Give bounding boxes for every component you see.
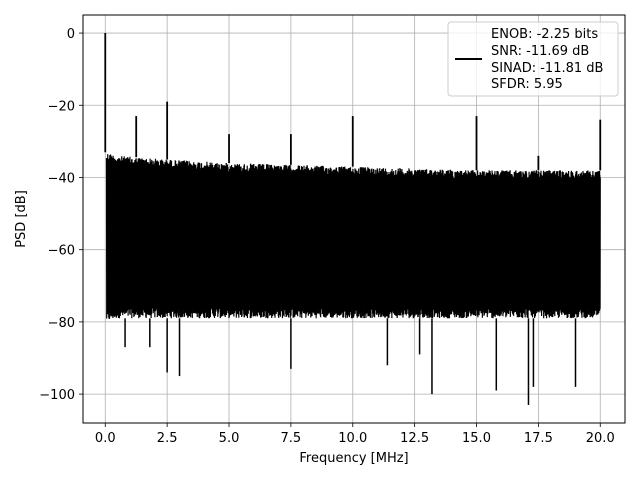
x-tick-label: 15.0 xyxy=(462,431,491,446)
x-tick-label: 0.0 xyxy=(95,431,116,446)
x-tick-label: 20.0 xyxy=(586,431,615,446)
y-tick-label: −60 xyxy=(48,244,75,259)
legend: ENOB: -2.25 bits SNR: -11.69 dB SINAD: -… xyxy=(447,21,619,97)
y-tick-label: −40 xyxy=(48,171,75,186)
x-axis-ticks: 0.0 2.5 5.0 7.5 10.0 12.5 15.0 17.5 20.0 xyxy=(95,423,615,446)
legend-snr: SNR: -11.69 dB xyxy=(491,44,589,59)
legend-sinad: SINAD: -11.81 dB xyxy=(491,61,603,76)
x-tick-label: 17.5 xyxy=(524,431,553,446)
x-axis-label: Frequency [MHz] xyxy=(299,451,408,466)
y-axis-label: PSD [dB] xyxy=(14,190,29,248)
legend-sfdr: SFDR: 5.95 xyxy=(491,77,563,92)
y-tick-label: −100 xyxy=(39,388,75,403)
psd-noise-trace xyxy=(105,154,601,319)
legend-enob: ENOB: -2.25 bits xyxy=(491,27,598,42)
x-tick-label: 2.5 xyxy=(157,431,178,446)
legend-box xyxy=(447,21,619,97)
psd-series xyxy=(104,33,602,405)
plot-area-frame xyxy=(82,14,626,424)
y-tick-label: −80 xyxy=(48,316,75,331)
x-tick-label: 5.0 xyxy=(219,431,240,446)
x-tick-label: 12.5 xyxy=(400,431,429,446)
y-axis-ticks: 0 −20 −40 −60 −80 −100 xyxy=(39,27,83,403)
y-tick-label: 0 xyxy=(67,27,75,42)
x-tick-label: 10.0 xyxy=(338,431,367,446)
x-tick-label: 7.5 xyxy=(281,431,302,446)
y-tick-label: −20 xyxy=(48,99,75,114)
